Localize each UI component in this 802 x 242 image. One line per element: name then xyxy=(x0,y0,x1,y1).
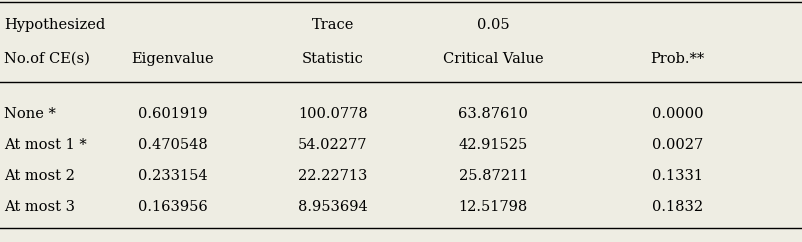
Text: 25.87211: 25.87211 xyxy=(459,169,528,183)
Text: 0.0000: 0.0000 xyxy=(652,107,703,121)
Text: 0.601919: 0.601919 xyxy=(138,107,207,121)
Text: 0.05: 0.05 xyxy=(477,18,509,32)
Text: 0.163956: 0.163956 xyxy=(138,200,207,214)
Text: 0.1832: 0.1832 xyxy=(652,200,703,214)
Text: 0.470548: 0.470548 xyxy=(138,138,207,152)
Text: 63.87610: 63.87610 xyxy=(458,107,529,121)
Text: At most 1 *: At most 1 * xyxy=(4,138,87,152)
Text: 12.51798: 12.51798 xyxy=(459,200,528,214)
Text: Eigenvalue: Eigenvalue xyxy=(131,52,214,66)
Text: 0.0027: 0.0027 xyxy=(652,138,703,152)
Text: Trace: Trace xyxy=(312,18,354,32)
Text: 0.233154: 0.233154 xyxy=(138,169,207,183)
Text: 0.1331: 0.1331 xyxy=(652,169,703,183)
Text: Prob.**: Prob.** xyxy=(650,52,705,66)
Text: No.of CE(s): No.of CE(s) xyxy=(4,52,90,66)
Text: 100.0778: 100.0778 xyxy=(298,107,367,121)
Text: Statistic: Statistic xyxy=(302,52,364,66)
Text: At most 2: At most 2 xyxy=(4,169,75,183)
Text: 54.02277: 54.02277 xyxy=(298,138,367,152)
Text: 8.953694: 8.953694 xyxy=(298,200,367,214)
Text: 42.91525: 42.91525 xyxy=(459,138,528,152)
Text: None *: None * xyxy=(4,107,56,121)
Text: Hypothesized: Hypothesized xyxy=(4,18,105,32)
Text: 22.22713: 22.22713 xyxy=(298,169,367,183)
Text: At most 3: At most 3 xyxy=(4,200,75,214)
Text: Critical Value: Critical Value xyxy=(443,52,544,66)
